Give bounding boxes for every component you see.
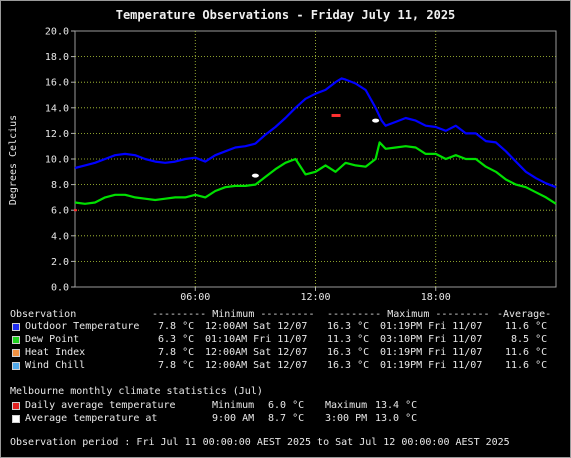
x-tick-label: 12:00 xyxy=(300,292,330,300)
x-axis-ticks: 06:00 12:00 18:00 xyxy=(180,287,451,300)
legend-average: 11.6 °C xyxy=(505,360,548,371)
legend-min: 7.8 °C xyxy=(152,321,195,332)
y-axis-label: Degrees Celcius xyxy=(8,115,19,205)
climate-a-value: 8.7 °C xyxy=(262,413,305,424)
marker-minimum-tick xyxy=(74,209,77,212)
climate-a-label: Minimum xyxy=(212,400,255,411)
legend-min: 6.3 °C xyxy=(152,334,195,345)
series-line-dew-point xyxy=(74,141,557,205)
marker-daily-average xyxy=(331,113,341,117)
climate-heading: Melbourne monthly climate statistics (Ju… xyxy=(10,386,263,397)
y-tick-label: 14.0 xyxy=(45,103,69,114)
y-tick-label: 0.0 xyxy=(51,283,69,294)
marker-average-at-time xyxy=(251,173,259,178)
legend-header-observation: Observation xyxy=(10,309,77,320)
y-tick-label: 18.0 xyxy=(45,52,69,63)
observation-period: Observation period : Fri Jul 11 00:00:00… xyxy=(10,437,510,448)
legend-swatch xyxy=(12,349,20,357)
legend-max-time: 01:19PM Fri 11/07 xyxy=(380,360,483,371)
x-tick-label: 06:00 xyxy=(180,292,210,300)
legend-max-time: 03:10PM Fri 11/07 xyxy=(380,334,483,345)
climate-swatch xyxy=(12,415,20,423)
markers xyxy=(74,113,380,212)
y-tick-label: 6.0 xyxy=(51,206,69,217)
legend-label: Heat Index xyxy=(25,347,86,358)
y-tick-label: 8.0 xyxy=(51,180,69,191)
legend-min-time: 12:00AM Sat 12/07 xyxy=(205,360,308,371)
climate-a-value: 6.0 °C xyxy=(262,400,305,411)
legend-label: Outdoor Temperature xyxy=(25,321,140,332)
climate-b-value: 13.4 °C xyxy=(375,400,418,411)
legend-min-time: 12:00AM Sat 12/07 xyxy=(205,321,308,332)
y-tick-label: 10.0 xyxy=(45,155,69,166)
x-tick-label: 18:00 xyxy=(421,292,451,300)
climate-label: Daily average temperature xyxy=(25,400,176,411)
legend-header-minimum: --------- Minimum --------- xyxy=(152,309,315,320)
series-lines xyxy=(74,77,557,205)
legend-min: 7.8 °C xyxy=(152,347,195,358)
legend-max-time: 01:19PM Fri 11/07 xyxy=(380,321,483,332)
legend-min: 7.8 °C xyxy=(152,360,195,371)
y-tick-label: 20.0 xyxy=(45,27,69,38)
y-tick-label: 16.0 xyxy=(45,78,69,89)
legend-swatch xyxy=(12,362,20,370)
climate-label: Average temperature at xyxy=(25,413,158,424)
legend-max: 16.3 °C xyxy=(327,347,370,358)
temperature-chart: 0.02.04.06.08.010.012.014.016.018.020.0 … xyxy=(8,27,557,300)
legend-average: 11.6 °C xyxy=(505,321,548,332)
climate-b-label: Maximum xyxy=(325,400,368,411)
legend-max-time: 01:19PM Fri 11/07 xyxy=(380,347,483,358)
climate-b-value: 13.0 °C xyxy=(375,413,418,424)
climate-a-label: 9:00 AM xyxy=(212,413,255,424)
chart-title: Temperature Observations - Friday July 1… xyxy=(115,8,456,22)
legend-max: 11.3 °C xyxy=(327,334,370,345)
y-tick-label: 4.0 xyxy=(51,231,69,242)
legend-max: 16.3 °C xyxy=(327,321,370,332)
climate-swatch xyxy=(12,402,20,410)
legend-label: Dew Point xyxy=(25,334,80,345)
y-tick-label: 12.0 xyxy=(45,129,69,140)
legend-average: 8.5 °C xyxy=(505,334,548,345)
legend-min-time: 12:00AM Sat 12/07 xyxy=(205,347,308,358)
legend-label: Wind Chill xyxy=(25,360,86,371)
marker-average-at-time xyxy=(372,118,380,123)
legend-min-time: 01:10AM Fri 11/07 xyxy=(205,334,308,345)
legend-header-average: -Average- xyxy=(497,309,552,320)
y-tick-label: 2.0 xyxy=(51,257,69,268)
legend-average: 11.6 °C xyxy=(505,347,548,358)
legend-header-maximum: --------- Maximum --------- xyxy=(327,309,490,320)
climate-b-label: 3:00 PM xyxy=(325,413,368,424)
y-axis-ticks: 0.0 2.0 4.0 6.0 8.0 10.0 12.0 14.0 16.0 18.0 20.0 xyxy=(45,27,75,294)
series-line-outdoor-temperature xyxy=(74,77,557,189)
legend-swatch xyxy=(12,323,20,331)
legend-swatch xyxy=(12,336,20,344)
legend-max: 16.3 °C xyxy=(327,360,370,371)
